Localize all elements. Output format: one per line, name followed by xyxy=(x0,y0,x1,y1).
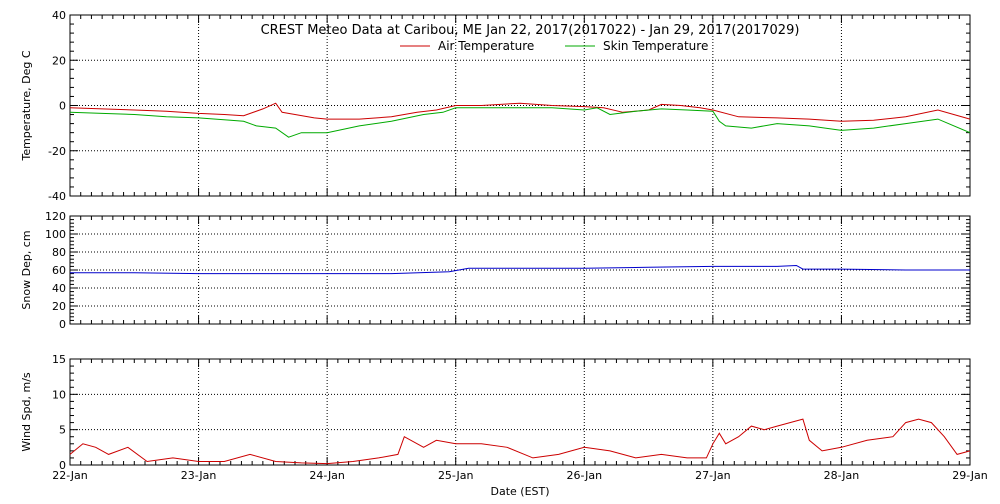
chart-title: CREST Meteo Data at Caribou, ME Jan 22, … xyxy=(261,23,800,38)
series-line-2-0 xyxy=(69,418,971,465)
y-tick-label-0-2: 0 xyxy=(59,100,66,113)
x-axis-title: Date (EST) xyxy=(490,485,549,498)
y-tick-label-0-0: 40 xyxy=(52,9,66,22)
y-tick-label-0-3: -20 xyxy=(48,145,66,158)
legend-label-1: Skin Temperature xyxy=(603,39,708,53)
x-tick-label-0: 22-Jan xyxy=(52,469,88,482)
y-axis-title-1: Snow Dep, cm xyxy=(20,230,33,309)
y-tick-label-1-0: 120 xyxy=(45,210,66,223)
series-line-1-0 xyxy=(70,264,970,275)
y-tick-label-2-0: 15 xyxy=(52,353,66,366)
y-axis-title-0: Temperature, Deg C xyxy=(20,50,33,161)
x-tick-label-6: 28-Jan xyxy=(824,469,860,482)
series-line-0-0 xyxy=(69,102,971,122)
x-tick-label-7: 29-Jan xyxy=(952,469,988,482)
y-tick-label-1-1: 100 xyxy=(45,228,66,241)
y-tick-label-2-2: 5 xyxy=(59,424,66,437)
y-tick-label-0-1: 20 xyxy=(52,54,66,67)
y-tick-label-1-3: 60 xyxy=(52,264,66,277)
y-tick-label-1-5: 20 xyxy=(52,300,66,313)
y-tick-label-1-2: 80 xyxy=(52,246,66,259)
x-tick-label-5: 27-Jan xyxy=(695,469,731,482)
y-tick-label-0-4: -40 xyxy=(48,190,66,203)
plot-frame-2 xyxy=(69,358,971,466)
x-tick-label-1: 23-Jan xyxy=(181,469,217,482)
y-tick-label-1-6: 0 xyxy=(59,318,66,331)
x-tick-label-2: 24-Jan xyxy=(309,469,345,482)
y-tick-label-1-4: 40 xyxy=(52,282,66,295)
x-tick-label-3: 25-Jan xyxy=(438,469,474,482)
y-tick-label-2-1: 10 xyxy=(52,388,66,401)
x-tick-label-4: 26-Jan xyxy=(567,469,603,482)
series-line-0-1 xyxy=(69,107,971,138)
y-axis-title-2: Wind Spd, m/s xyxy=(20,372,33,452)
legend-label-0: Air Temperature xyxy=(438,39,534,53)
y-tick-label-2-3: 0 xyxy=(59,459,66,472)
